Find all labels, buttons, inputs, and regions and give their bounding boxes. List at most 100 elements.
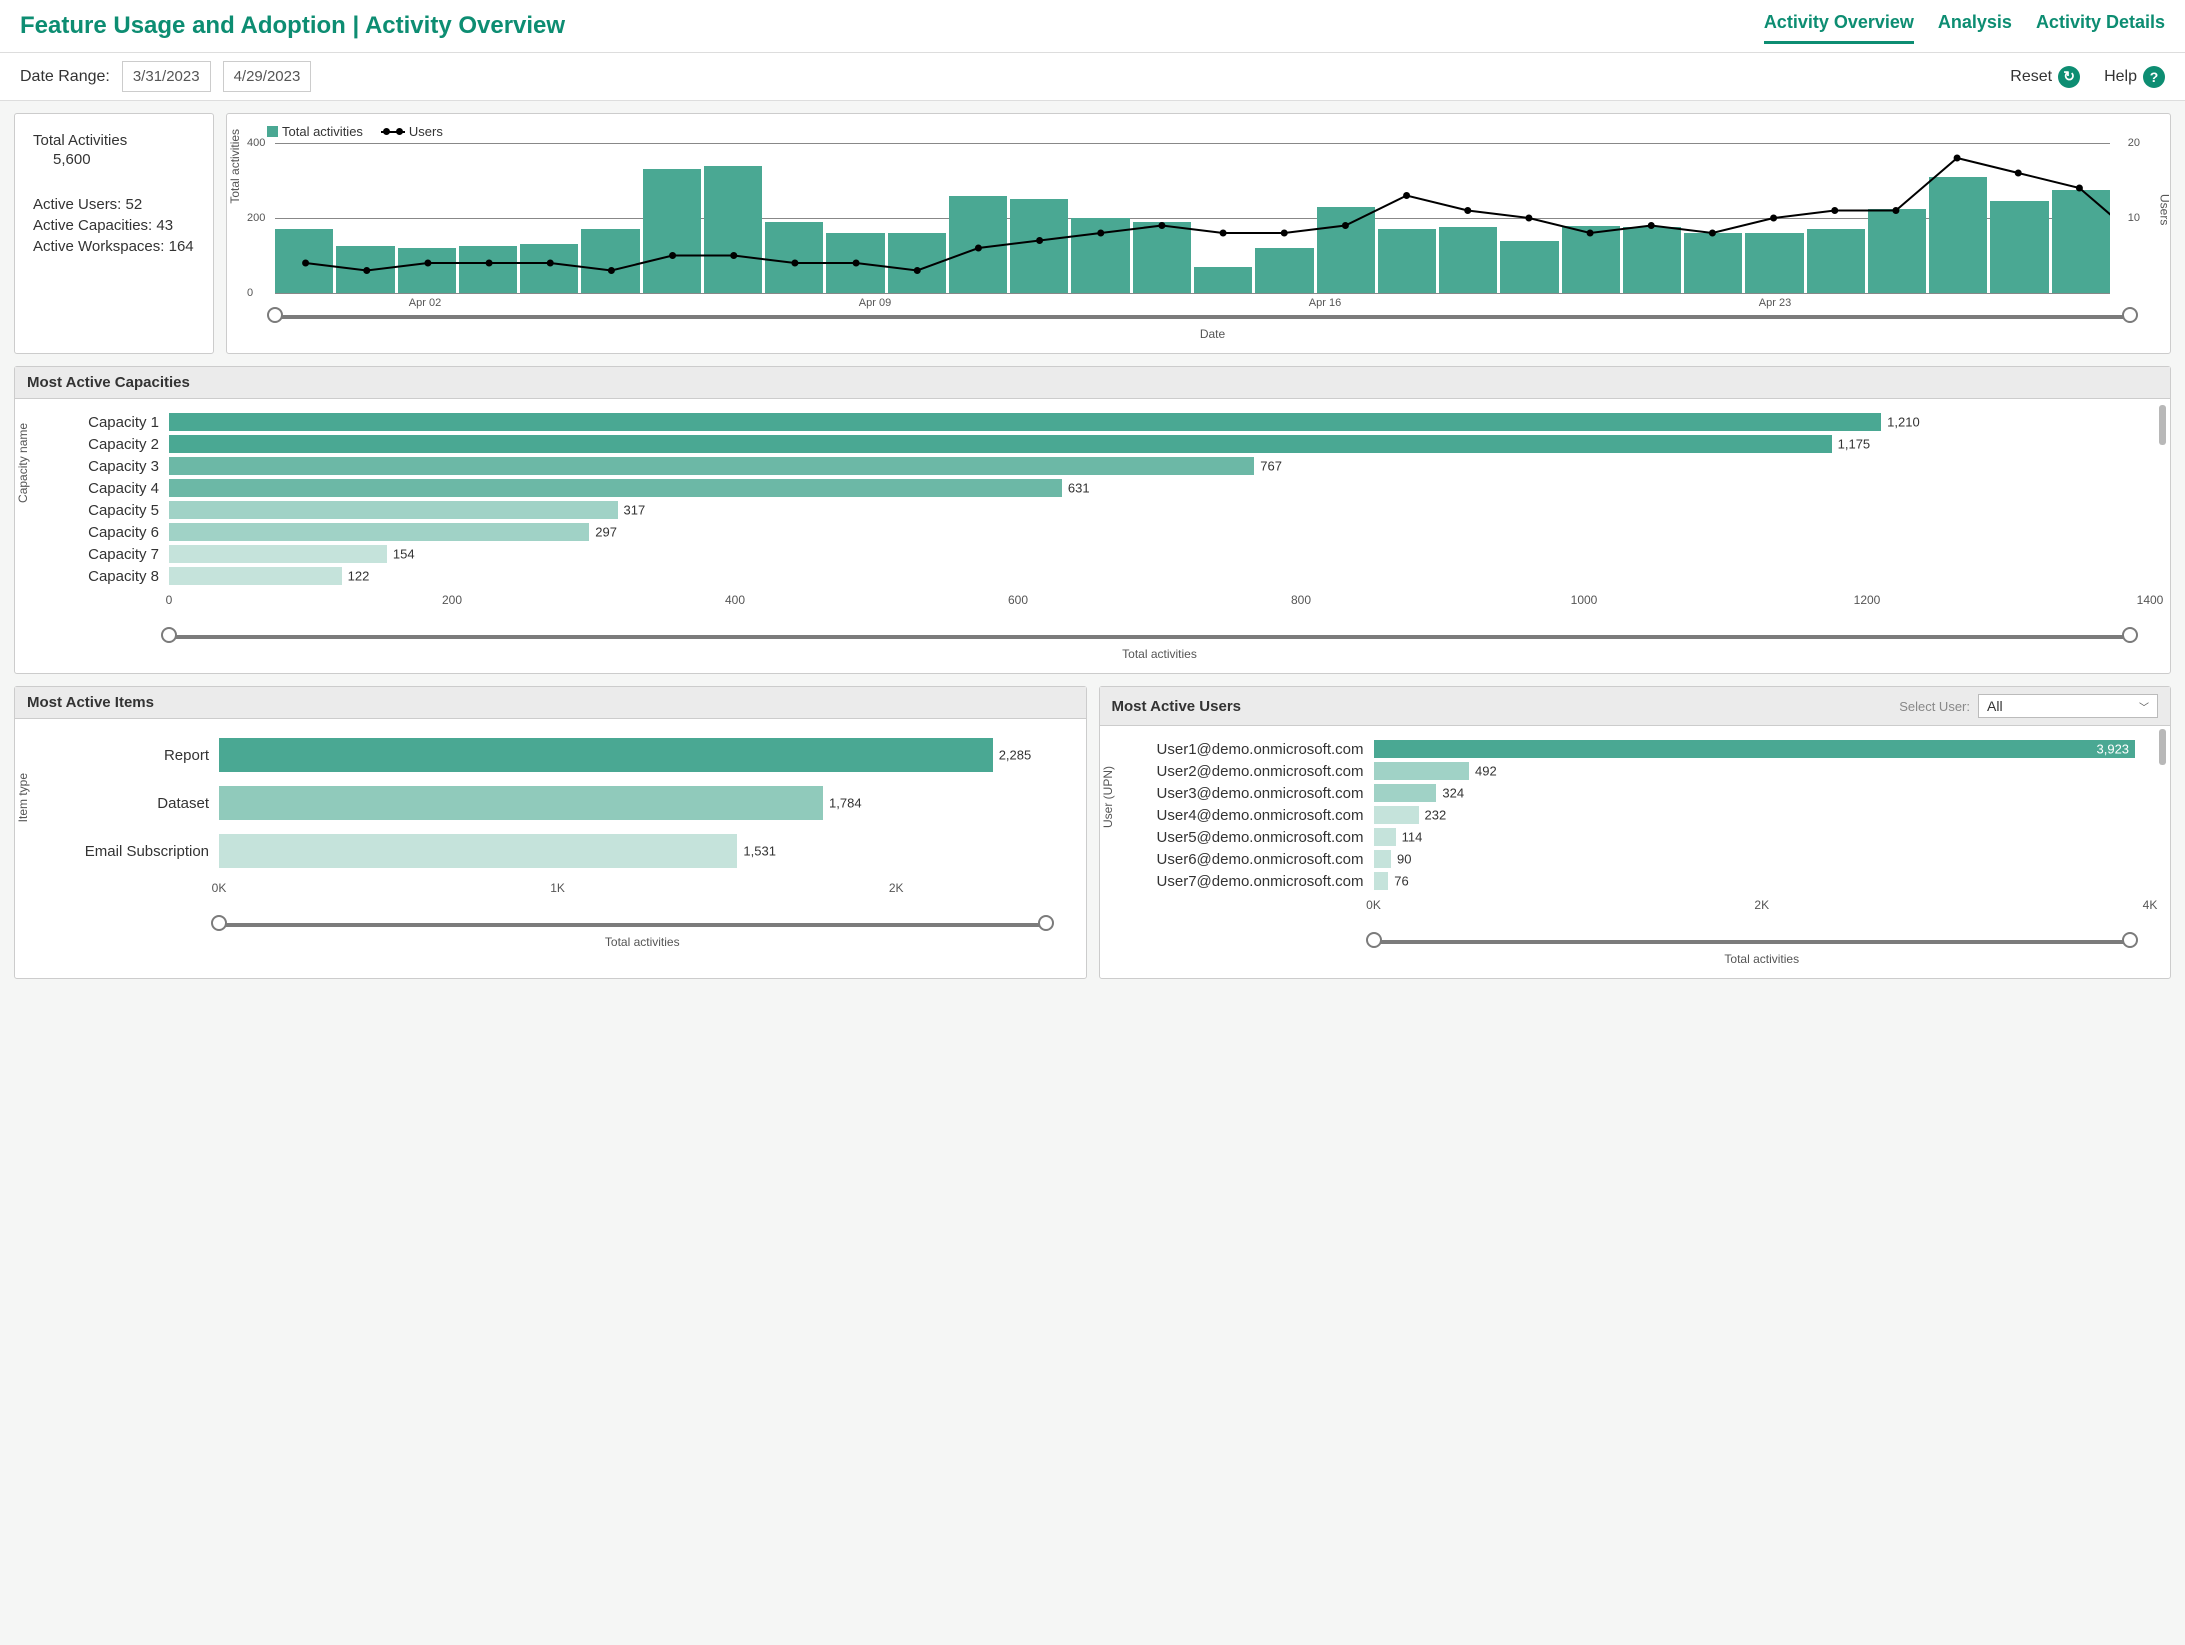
users-slider[interactable]: [1374, 940, 2131, 944]
slider-handle-right[interactable]: [2122, 932, 2138, 948]
date-start-input[interactable]: 3/31/2023: [122, 61, 211, 92]
bar[interactable]: [826, 233, 884, 293]
bar[interactable]: [1378, 229, 1436, 293]
tab-activity-overview[interactable]: Activity Overview: [1764, 8, 1914, 44]
scrollbar-thumb[interactable]: [2159, 729, 2166, 765]
hbar-row[interactable]: User6@demo.onmicrosoft.com90: [1154, 848, 2151, 870]
help-button[interactable]: Help ?: [2104, 66, 2165, 88]
bar[interactable]: [704, 166, 762, 294]
hbar-label: User3@demo.onmicrosoft.com: [1154, 785, 1374, 802]
hbar-row[interactable]: Capacity 6297: [69, 521, 2150, 543]
items-panel: Most Active Items Item type Report2,285D…: [14, 686, 1087, 979]
date-slider[interactable]: [275, 315, 2130, 319]
hbar-label: User6@demo.onmicrosoft.com: [1154, 851, 1374, 868]
hbar-label: Capacity 8: [69, 568, 169, 585]
hbar-row[interactable]: User3@demo.onmicrosoft.com324: [1154, 782, 2151, 804]
bar[interactable]: [1439, 227, 1497, 293]
bar[interactable]: [1684, 233, 1742, 293]
reset-icon: ↻: [2058, 66, 2080, 88]
hbar-label: Capacity 4: [69, 480, 169, 497]
capacities-slider[interactable]: [169, 635, 2130, 639]
chevron-down-icon: ﹀: [2139, 699, 2149, 714]
tab-analysis[interactable]: Analysis: [1938, 8, 2012, 44]
bar[interactable]: [581, 229, 639, 293]
hbar-row[interactable]: Email Subscription1,531: [69, 827, 1066, 875]
slider-handle-right[interactable]: [2122, 307, 2138, 323]
items-slider[interactable]: [219, 923, 1046, 927]
users-title: Most Active Users: [1112, 698, 1242, 715]
slider-handle-left[interactable]: [211, 915, 227, 931]
bar[interactable]: [2052, 190, 2110, 293]
tab-activity-details[interactable]: Activity Details: [2036, 8, 2165, 44]
hbar-row[interactable]: Capacity 7154: [69, 543, 2150, 565]
reset-button[interactable]: Reset ↻: [2010, 66, 2080, 88]
tabs: Activity Overview Analysis Activity Detail…: [1764, 8, 2165, 44]
bar[interactable]: [336, 246, 394, 293]
users-ylabel: User (UPN): [1101, 766, 1115, 828]
items-title: Most Active Items: [15, 687, 1086, 719]
items-ylabel: Item type: [16, 773, 30, 822]
bar[interactable]: [1562, 226, 1620, 294]
date-end-input[interactable]: 4/29/2023: [223, 61, 312, 92]
items-chart[interactable]: Report2,285Dataset1,784Email Subscriptio…: [69, 731, 1066, 875]
slider-handle-right[interactable]: [2122, 627, 2138, 643]
bar[interactable]: [1194, 267, 1252, 293]
hbar-row[interactable]: Capacity 4631: [69, 477, 2150, 499]
page-title: Feature Usage and Adoption | Activity Ov…: [20, 12, 565, 40]
slider-handle-left[interactable]: [1366, 932, 1382, 948]
hbar-row[interactable]: User5@demo.onmicrosoft.com114: [1154, 826, 2151, 848]
hbar-label: User1@demo.onmicrosoft.com: [1154, 741, 1374, 758]
bar[interactable]: [1071, 218, 1129, 293]
bar[interactable]: [398, 248, 456, 293]
hbar-row[interactable]: Report2,285: [69, 731, 1066, 779]
hbar-row[interactable]: User2@demo.onmicrosoft.com492: [1154, 760, 2151, 782]
bar[interactable]: [459, 246, 517, 293]
capacities-panel: Most Active Capacities Capacity name Cap…: [14, 366, 2171, 674]
hbar-label: Capacity 2: [69, 436, 169, 453]
hbar-row[interactable]: Capacity 3767: [69, 455, 2150, 477]
hbar-label: Email Subscription: [69, 843, 219, 860]
bar[interactable]: [1133, 222, 1191, 293]
hbar-row[interactable]: Capacity 21,175: [69, 433, 2150, 455]
bar[interactable]: [1500, 241, 1558, 294]
bar[interactable]: [643, 169, 701, 293]
yaxis-right-label: Users: [2157, 193, 2171, 224]
bar[interactable]: [949, 196, 1007, 294]
bar[interactable]: [275, 229, 333, 293]
bar[interactable]: [1868, 209, 1926, 293]
bar[interactable]: [1255, 248, 1313, 293]
bar[interactable]: [1745, 233, 1803, 293]
bar[interactable]: [888, 233, 946, 293]
bar[interactable]: [1929, 177, 1987, 293]
hbar-row[interactable]: Capacity 11,210: [69, 411, 2150, 433]
active-users-line: Active Users: 52: [33, 196, 195, 213]
bar[interactable]: [1807, 229, 1865, 293]
hbar-row[interactable]: Capacity 8122: [69, 565, 2150, 587]
timeline-chart[interactable]: 02004001020Apr 02Apr 09Apr 16Apr 23: [275, 143, 2150, 293]
bar[interactable]: [1317, 207, 1375, 293]
slider-handle-left[interactable]: [267, 307, 283, 323]
hbar-label: User4@demo.onmicrosoft.com: [1154, 807, 1374, 824]
hbar-row[interactable]: User1@demo.onmicrosoft.com3,923: [1154, 738, 2151, 760]
bar[interactable]: [520, 244, 578, 293]
bar[interactable]: [765, 222, 823, 293]
capacities-chart[interactable]: Capacity 11,210Capacity 21,175Capacity 3…: [69, 411, 2150, 587]
select-user-dropdown[interactable]: All ﹀: [1978, 694, 2158, 718]
legend-line-icon: [381, 131, 405, 133]
select-user-label: Select User:: [1899, 699, 1970, 714]
hbar-label: User2@demo.onmicrosoft.com: [1154, 763, 1374, 780]
hbar-row[interactable]: User7@demo.onmicrosoft.com76: [1154, 870, 2151, 892]
bar[interactable]: [1010, 199, 1068, 293]
users-xlabel: Total activities: [1374, 952, 2151, 966]
slider-handle-right[interactable]: [1038, 915, 1054, 931]
hbar-label: Dataset: [69, 795, 219, 812]
hbar-row[interactable]: User4@demo.onmicrosoft.com232: [1154, 804, 2151, 826]
bar[interactable]: [1623, 227, 1681, 293]
users-chart[interactable]: User1@demo.onmicrosoft.com3,923User2@dem…: [1154, 738, 2151, 892]
bar[interactable]: [1990, 201, 2048, 293]
scrollbar-thumb[interactable]: [2159, 405, 2166, 445]
slider-handle-left[interactable]: [161, 627, 177, 643]
legend-square-icon: [267, 126, 278, 137]
hbar-row[interactable]: Capacity 5317: [69, 499, 2150, 521]
hbar-row[interactable]: Dataset1,784: [69, 779, 1066, 827]
